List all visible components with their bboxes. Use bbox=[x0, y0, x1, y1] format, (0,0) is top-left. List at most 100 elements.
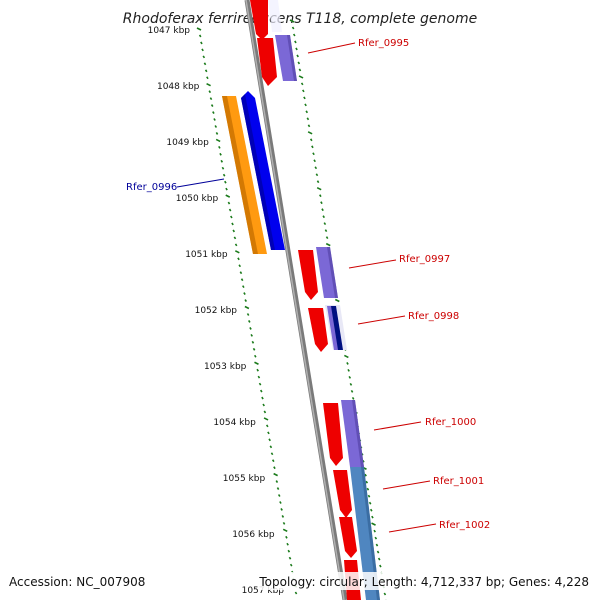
gc-tick bbox=[239, 271, 243, 275]
gene-label-rfer-0995[interactable]: Rfer_0995 bbox=[358, 38, 409, 49]
gc-tick bbox=[251, 340, 255, 344]
gene-labels: Rfer_0995 Rfer_0996 Rfer_0997 Rfer_0998 … bbox=[126, 38, 490, 533]
gc-tick bbox=[225, 194, 231, 198]
tick-label: 1056 kbp bbox=[232, 530, 275, 540]
cds-band-rfer-0998-navy[interactable] bbox=[331, 306, 343, 350]
gc-tick bbox=[316, 180, 320, 184]
cds-arrow-rfer-0995[interactable] bbox=[257, 38, 277, 86]
gc-tick bbox=[259, 389, 263, 393]
gc-tick bbox=[206, 82, 211, 87]
position-tick-labels: 1047 kbp 1048 kbp 1049 kbp 1050 kbp 1051 kbp… bbox=[148, 26, 285, 596]
gc-tick bbox=[233, 236, 237, 240]
gc-tick bbox=[265, 424, 269, 428]
gc-tick bbox=[347, 368, 350, 372]
cds-shade-rfer-0995 bbox=[287, 35, 297, 81]
gene-label-rfer-1002[interactable]: Rfer_1002 bbox=[439, 520, 490, 531]
genome-backbone-highlight bbox=[245, 0, 345, 600]
cds-shade-rfer-1001 bbox=[361, 467, 380, 600]
gc-tick bbox=[346, 361, 349, 365]
gc-tick bbox=[215, 132, 219, 135]
gc-tick bbox=[276, 487, 280, 490]
gc-tick bbox=[273, 472, 278, 477]
gc-tick bbox=[307, 131, 313, 135]
gc-tick bbox=[304, 103, 307, 107]
gc-tick bbox=[371, 515, 374, 519]
gc-tick bbox=[218, 145, 221, 149]
cds-band-rfer-0997[interactable] bbox=[316, 247, 338, 298]
gc-tick bbox=[224, 180, 227, 184]
cds-arrow-rfer-1001[interactable] bbox=[333, 470, 352, 518]
cds-arrow-rfer-0997[interactable] bbox=[298, 250, 318, 300]
gc-tick bbox=[315, 173, 319, 177]
gc-tick bbox=[271, 459, 275, 463]
gc-tick bbox=[254, 361, 259, 365]
gc-tick bbox=[312, 152, 315, 156]
gc-tick bbox=[261, 396, 264, 400]
gc-tick bbox=[373, 529, 376, 533]
gc-tick bbox=[322, 215, 325, 219]
gc-tick bbox=[257, 375, 261, 379]
gc-tick bbox=[225, 187, 228, 191]
gc-tick bbox=[348, 375, 352, 379]
tick-label: 1052 kbp bbox=[195, 306, 238, 316]
gc-tick bbox=[321, 208, 324, 212]
gc-tick bbox=[289, 19, 295, 23]
gc-tick bbox=[366, 487, 370, 491]
tick-label: 1048 kbp bbox=[157, 82, 200, 92]
cds-arrow-top-partial[interactable] bbox=[250, 0, 268, 40]
gc-tick bbox=[209, 97, 213, 101]
gc-tick bbox=[375, 543, 379, 547]
cds-band-rfer-1001[interactable] bbox=[350, 467, 380, 600]
cds-band-rfer-1000[interactable] bbox=[341, 400, 364, 467]
gc-tick bbox=[210, 104, 214, 108]
leader-rfer-1001 bbox=[382, 480, 431, 490]
gene-label-rfer-0998[interactable]: Rfer_0998 bbox=[408, 311, 459, 322]
gc-tick bbox=[379, 564, 382, 568]
footer-backdrop-right bbox=[258, 572, 594, 590]
gc-tick bbox=[369, 508, 373, 512]
gc-tick bbox=[320, 201, 323, 205]
gc-tick bbox=[246, 313, 250, 316]
gc-tick bbox=[198, 34, 202, 38]
gc-tick bbox=[212, 111, 215, 114]
tick-label: 1053 kbp bbox=[204, 362, 247, 372]
gc-tick bbox=[344, 354, 349, 359]
gc-tick bbox=[377, 557, 381, 561]
gc-tick bbox=[206, 76, 209, 80]
gc-tick bbox=[365, 480, 369, 484]
cds-shade-rfer-0997 bbox=[327, 247, 338, 298]
gc-tick bbox=[244, 299, 247, 302]
gc-tick bbox=[219, 152, 222, 156]
gc-skew-track-left bbox=[196, 27, 298, 595]
cds-arrow-rfer-1000[interactable] bbox=[323, 403, 343, 466]
cds-arrow-rfer-0998[interactable] bbox=[308, 308, 328, 352]
tick-label: 1047 kbp bbox=[148, 26, 191, 36]
cds-shade-rfer-0996 bbox=[241, 94, 275, 250]
gc-tick bbox=[270, 452, 274, 456]
gc-tick bbox=[221, 166, 225, 170]
gc-tick bbox=[305, 110, 309, 114]
cds-arrow-rfer-1002[interactable] bbox=[339, 517, 357, 558]
gc-tick bbox=[287, 549, 291, 553]
gene-label-rfer-1000[interactable]: Rfer_1000 bbox=[425, 417, 476, 428]
gc-tick bbox=[256, 368, 259, 372]
gc-tick bbox=[269, 445, 273, 449]
gene-label-rfer-1001[interactable]: Rfer_1001 bbox=[433, 476, 484, 487]
tick-label: 1050 kbp bbox=[176, 194, 219, 204]
map-title: Rhodoferax ferrireducens T118, complete … bbox=[123, 11, 477, 27]
gc-tick bbox=[277, 494, 281, 497]
gene-label-rfer-0996[interactable]: Rfer_0996 bbox=[126, 182, 177, 193]
genome-backbone bbox=[244, 0, 348, 600]
gene-label-rfer-0997[interactable]: Rfer_0997 bbox=[399, 254, 450, 265]
gc-tick bbox=[252, 347, 256, 351]
gc-tick bbox=[232, 229, 236, 233]
leader-rfer-0997 bbox=[348, 259, 397, 269]
gc-tick bbox=[288, 556, 292, 560]
gc-tick bbox=[314, 166, 318, 170]
gc-tick bbox=[316, 186, 322, 191]
gc-tick bbox=[364, 473, 367, 477]
gc-tick bbox=[282, 528, 288, 533]
gc-tick bbox=[202, 55, 206, 59]
leader-rfer-0995 bbox=[307, 42, 356, 54]
gc-tick bbox=[302, 89, 305, 93]
